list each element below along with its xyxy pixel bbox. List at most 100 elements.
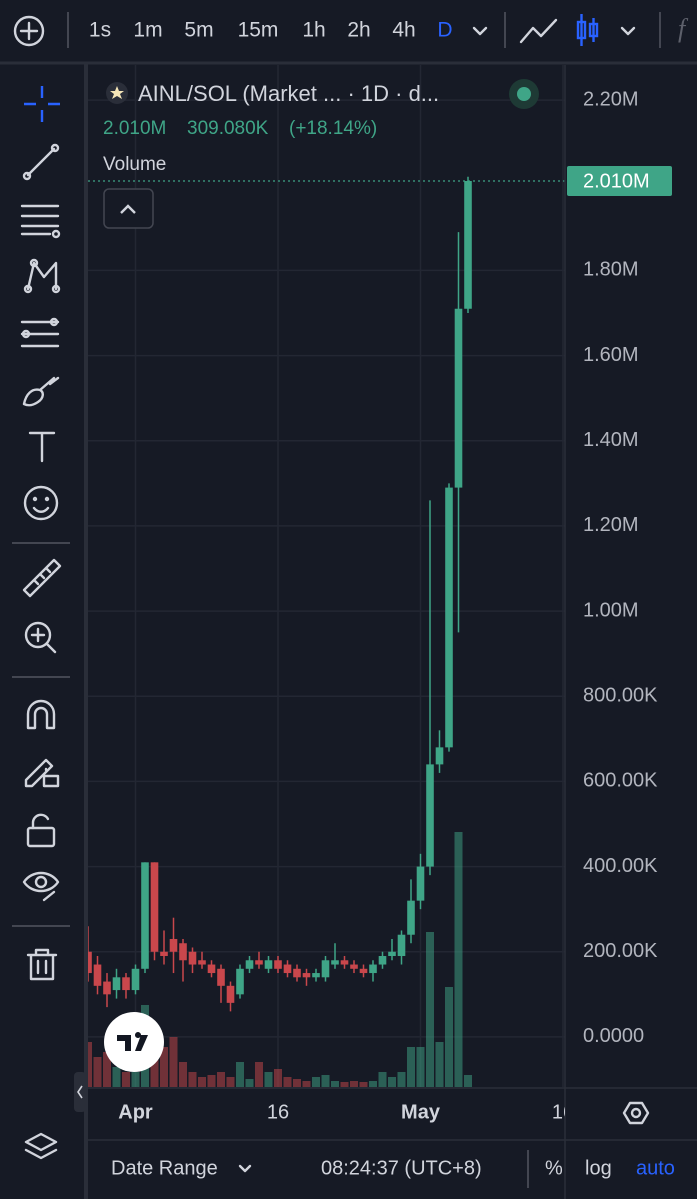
volume-bar: [340, 1082, 349, 1087]
interval-button[interactable]: 1h: [302, 19, 325, 42]
volume-bar: [312, 1077, 320, 1087]
settings-button[interactable]: [622, 1101, 650, 1125]
interval-button[interactable]: 1s: [89, 19, 111, 42]
volume-bar: [388, 1077, 396, 1087]
candle-body: [350, 964, 358, 969]
volume-bar: [426, 932, 434, 1087]
candle-chart-button[interactable]: [576, 14, 599, 46]
date-range-button[interactable]: Date Range: [111, 1157, 218, 1179]
last-price-label: 2.010M: [583, 170, 650, 192]
text-tool[interactable]: [28, 431, 56, 463]
x-tick-label: May: [401, 1101, 441, 1123]
lock-drawing-tool[interactable]: [24, 758, 60, 788]
layers-button[interactable]: [24, 1132, 58, 1160]
clock: 08:24:37 (UTC+8): [321, 1157, 482, 1179]
candle-body: [88, 951, 92, 974]
chart-type-dropdown[interactable]: [620, 26, 636, 36]
magnet-tool[interactable]: [26, 699, 56, 730]
y-tick-label: 2.20M: [583, 88, 639, 110]
top-bar: f: [13, 12, 689, 48]
candle-body: [359, 968, 368, 974]
interval-button[interactable]: 5m: [184, 19, 213, 42]
prediction-tool[interactable]: [20, 317, 60, 348]
change: 309.080K: [187, 118, 269, 139]
interval-button[interactable]: D: [437, 19, 452, 42]
x-axis: Apr 16 May 16: [118, 1101, 574, 1123]
volume-bar: [255, 1062, 263, 1087]
interval-dropdown[interactable]: [472, 26, 488, 36]
volume-bar: [88, 1042, 92, 1087]
volume-bar: [198, 1077, 206, 1087]
interval-button[interactable]: 2h: [347, 19, 370, 42]
candle-body: [331, 960, 339, 965]
change-percent: (+18.14%): [289, 118, 377, 139]
volume-bar: [350, 1081, 358, 1087]
delete-tool[interactable]: [26, 948, 58, 981]
volume-bar: [359, 1082, 368, 1087]
log-toggle[interactable]: log: [585, 1157, 612, 1179]
volume-bar: [397, 1072, 406, 1087]
volume-bar: [122, 1072, 130, 1087]
volume-bar: [245, 1079, 254, 1087]
y-tick-label: 600.00K: [583, 770, 658, 792]
candle-body: [464, 180, 472, 309]
volume-bar: [283, 1077, 292, 1087]
volume-bar: [293, 1079, 301, 1087]
last-value: 2.010M: [103, 118, 166, 139]
pattern-tool[interactable]: [23, 258, 61, 294]
candle-body: [226, 985, 235, 1003]
candle-body: [283, 964, 292, 974]
candle-body: [302, 973, 311, 978]
auto-toggle[interactable]: auto: [636, 1157, 675, 1179]
x-tick-label: 16: [552, 1101, 574, 1123]
candle-body: [93, 964, 102, 986]
interval-button[interactable]: 15m: [238, 19, 279, 42]
lock-tool[interactable]: [26, 813, 56, 848]
collapse-legend[interactable]: [103, 188, 154, 229]
candle-body: [274, 960, 282, 969]
line-chart-button[interactable]: [519, 18, 558, 44]
candle-body: [264, 960, 273, 969]
volume-bar: [93, 1057, 102, 1087]
candle-body: [236, 968, 244, 995]
hide-tool[interactable]: [22, 871, 60, 902]
y-tick-label: 800.00K: [583, 685, 658, 707]
legend: AINL/SOL (Market ... · 1D · d... 2.010M …: [103, 79, 539, 229]
candle-body: [150, 862, 159, 952]
candle-body: [103, 981, 111, 995]
volume-bar: [445, 987, 453, 1087]
zoom-tool[interactable]: [24, 621, 57, 654]
brush-tool[interactable]: [22, 376, 60, 407]
candle-body: [321, 960, 330, 978]
candle-body: [340, 960, 349, 965]
candle-body: [207, 964, 216, 974]
volume-bar: [274, 1069, 282, 1087]
crosshair-tool[interactable]: [24, 86, 60, 122]
y-tick-label: 1.80M: [583, 259, 639, 281]
emoji-tool[interactable]: [23, 485, 59, 521]
volume-bar: [112, 1067, 121, 1087]
volume-bar: [226, 1077, 235, 1087]
candle-body: [217, 968, 225, 986]
candle-body: [407, 900, 415, 935]
candle-body: [112, 977, 121, 991]
interval-button[interactable]: 1m: [133, 19, 162, 42]
collapse-toolbar[interactable]: [74, 1072, 86, 1112]
candle-body: [245, 960, 254, 969]
volume-bar: [407, 1047, 415, 1087]
candle-body: [169, 938, 178, 952]
ruler-tool[interactable]: [22, 558, 62, 598]
candle-body: [122, 977, 130, 991]
candle-body: [198, 960, 206, 965]
fib-tool[interactable]: [20, 204, 61, 239]
interval-button[interactable]: 4h: [392, 19, 415, 42]
volume-bar: [416, 1047, 425, 1087]
percent-toggle[interactable]: %: [545, 1157, 563, 1179]
trend-line-tool[interactable]: [22, 143, 60, 181]
volume-bar: [207, 1075, 216, 1087]
candle-body: [255, 960, 263, 965]
add-button[interactable]: [13, 15, 45, 47]
volume-bar: [302, 1081, 311, 1087]
candle-body: [426, 764, 434, 867]
